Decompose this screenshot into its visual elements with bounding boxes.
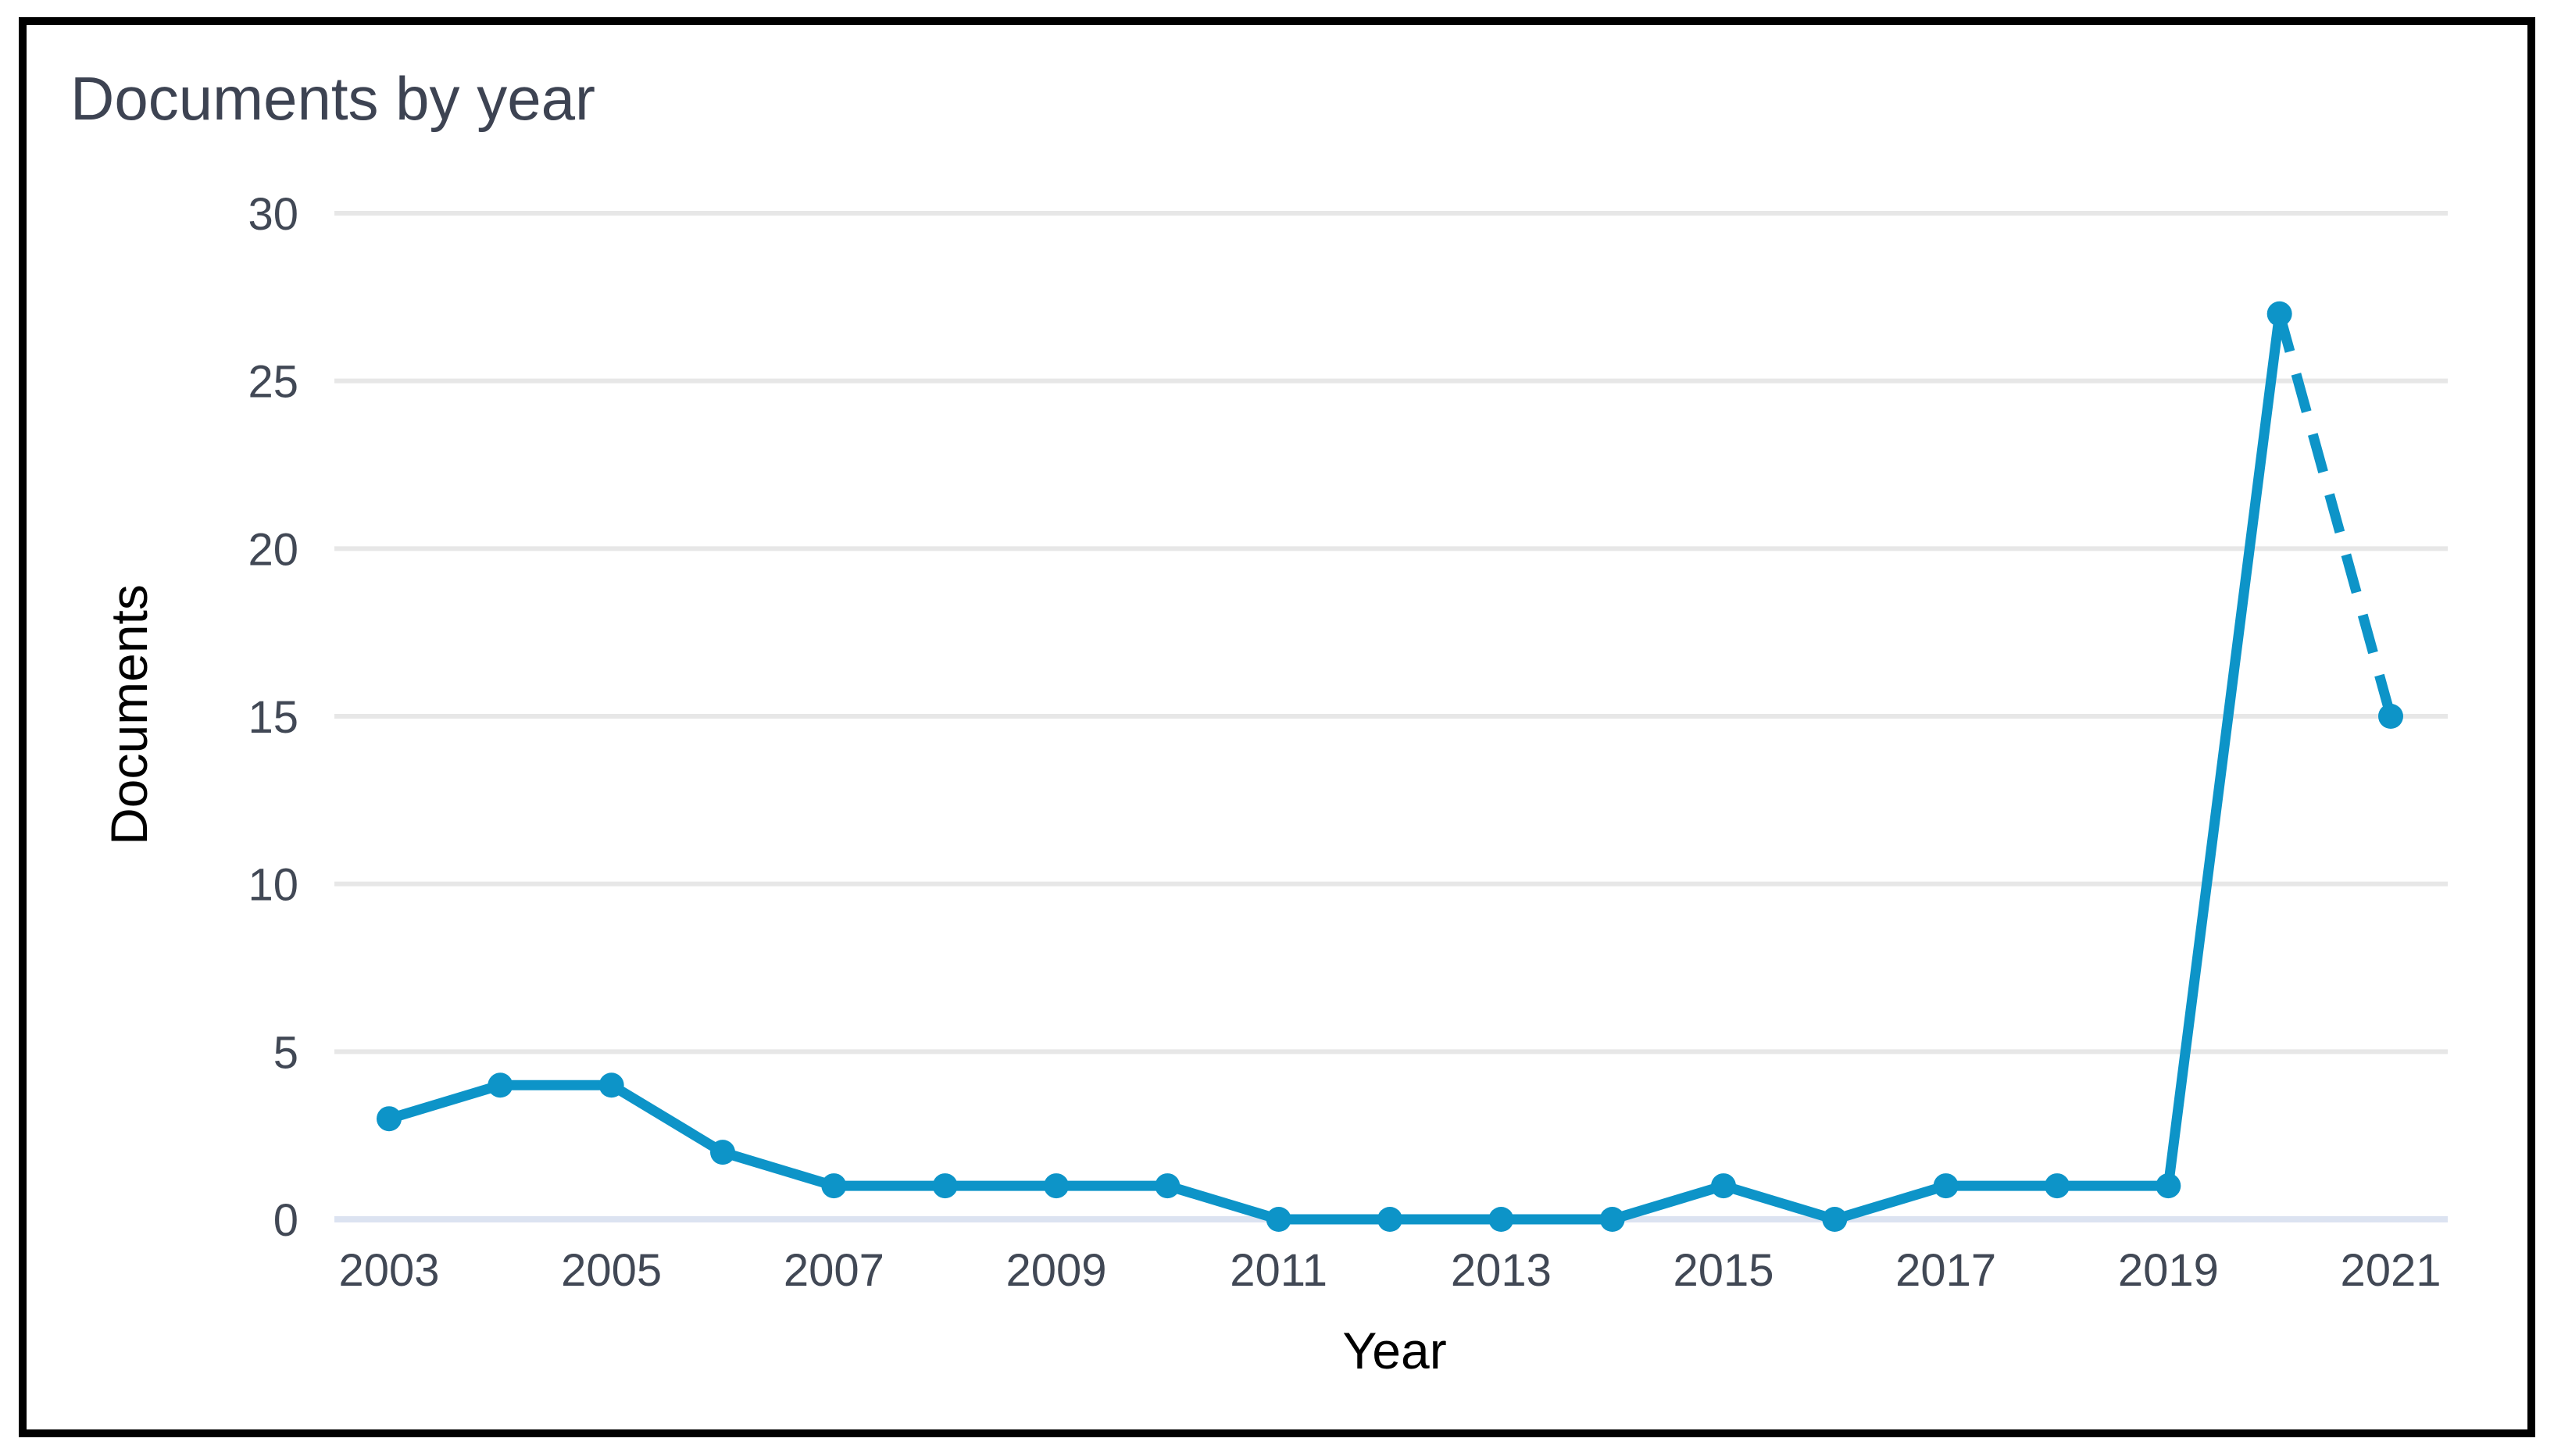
y-axis-title: Documents (100, 584, 158, 845)
x-tick-label-2003: 2003 (338, 1245, 439, 1296)
data-point-2014[interactable] (1599, 1207, 1625, 1232)
y-tick-label-5: 5 (273, 1027, 298, 1078)
y-tick-label-20: 20 (248, 524, 298, 575)
y-tick-label-10: 10 (248, 860, 298, 911)
x-axis-tick-labels: 2003 2005 2007 2009 2011 2013 2015 2017 2019 2021 (338, 1245, 2441, 1296)
y-tick-label-25: 25 (248, 357, 298, 408)
series-layer (377, 301, 2403, 1232)
x-tick-label-2015: 2015 (1673, 1245, 1774, 1296)
data-point-2021[interactable] (2378, 704, 2403, 729)
data-point-2011[interactable] (1266, 1207, 1291, 1232)
x-tick-label-2011: 2011 (1230, 1245, 1327, 1296)
data-point-2008[interactable] (932, 1173, 958, 1199)
data-point-2010[interactable] (1155, 1173, 1181, 1199)
data-point-2003[interactable] (377, 1106, 402, 1132)
data-point-2020[interactable] (2266, 301, 2292, 327)
x-tick-label-2007: 2007 (784, 1245, 884, 1296)
x-tick-label-2021: 2021 (2340, 1245, 2441, 1296)
data-point-2004[interactable] (488, 1072, 513, 1098)
data-point-2018[interactable] (2045, 1173, 2070, 1199)
y-tick-label-30: 30 (248, 189, 298, 240)
y-tick-label-15: 15 (248, 692, 298, 743)
data-point-2006[interactable] (710, 1140, 735, 1165)
x-tick-label-2013: 2013 (1451, 1245, 1552, 1296)
data-point-2005[interactable] (598, 1072, 624, 1098)
chart-title: Documents by year (70, 64, 595, 133)
x-tick-label-2005: 2005 (561, 1245, 662, 1296)
chart-frame (19, 17, 2535, 1437)
data-point-2009[interactable] (1044, 1173, 1069, 1199)
x-tick-label-2009: 2009 (1006, 1245, 1106, 1296)
x-axis-title: Year (1342, 1322, 1446, 1379)
data-point-2007[interactable] (821, 1173, 847, 1199)
y-axis-tick-labels: 0 5 10 15 20 25 30 (248, 189, 298, 1246)
series-line-dashed (2274, 312, 2396, 718)
data-point-2019[interactable] (2156, 1173, 2181, 1199)
data-point-2016[interactable] (1822, 1207, 1848, 1232)
x-tick-label-2017: 2017 (1895, 1245, 1996, 1296)
series-line-solid (384, 309, 2285, 1225)
data-point-2012[interactable] (1377, 1207, 1402, 1232)
gridlines (334, 211, 2448, 1222)
data-point-2015[interactable] (1711, 1173, 1736, 1199)
x-tick-label-2019: 2019 (2118, 1245, 2219, 1296)
y-tick-label-0: 0 (273, 1195, 298, 1246)
data-point-2013[interactable] (1488, 1207, 1514, 1232)
data-point-2017[interactable] (1933, 1173, 1959, 1199)
